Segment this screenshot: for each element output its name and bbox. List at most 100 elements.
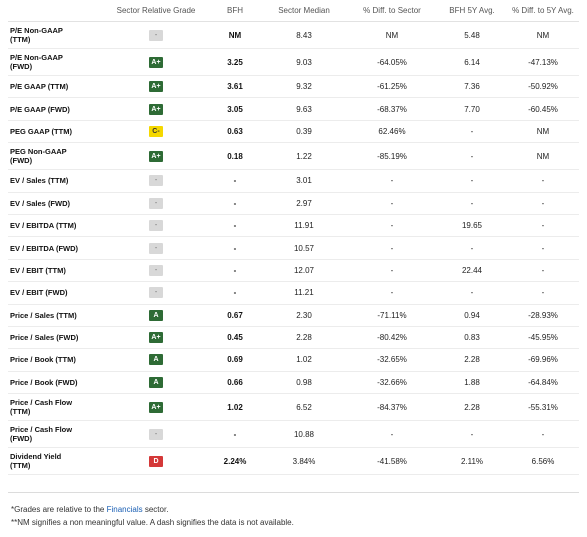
metric-label-line: Price / Cash Flow xyxy=(10,398,73,408)
metric-label-line: P/E Non-GAAP xyxy=(10,53,63,62)
header-diff-to-5y-avg[interactable]: % Diff. to 5Y Avg. xyxy=(507,0,579,22)
metric-label-line: (TTM) xyxy=(10,407,31,417)
grade-cell: - xyxy=(103,420,209,449)
bfh-5y-avg-value: - xyxy=(437,420,507,449)
grade-badge: - xyxy=(149,264,163,276)
valuation-table: Sector Relative Grade BFH Sector Median … xyxy=(8,0,579,476)
header-sector-median[interactable]: Sector Median xyxy=(261,0,347,22)
metric-label: Price / Cash Flow (FWD) xyxy=(8,420,103,449)
metric-label-line: (FWD) xyxy=(10,62,33,71)
diff-to-5y-avg-value: -45.95% xyxy=(507,326,579,350)
metric-label: P/E GAAP (FWD) xyxy=(8,97,103,121)
metric-label-line: (TTM) xyxy=(10,35,31,44)
grade-cell: A+ xyxy=(103,142,209,171)
sector-median-value: 6.52 xyxy=(261,393,347,422)
metric-label-line: (TTM) xyxy=(10,461,31,471)
bfh-value: 1.02 xyxy=(209,393,261,422)
header-diff-to-sector[interactable]: % Diff. to Sector xyxy=(347,0,437,22)
diff-to-sector-value: - xyxy=(347,281,437,305)
header-bfh[interactable]: BFH xyxy=(209,0,261,22)
grade-badge: - xyxy=(149,242,163,254)
header-metric xyxy=(8,0,103,22)
diff-to-5y-avg-value: - xyxy=(507,236,579,260)
bfh-5y-avg-value: 7.36 xyxy=(437,75,507,99)
metric-label: PEG Non-GAAP (FWD) xyxy=(8,142,103,171)
grade-badge: A+ xyxy=(149,103,163,115)
header-bfh-5y-avg[interactable]: BFH 5Y Avg. xyxy=(437,0,507,22)
diff-to-5y-avg-value: -47.13% xyxy=(507,48,579,76)
diff-to-sector-value: -32.66% xyxy=(347,371,437,395)
bfh-value: 0.63 xyxy=(209,120,261,144)
diff-to-sector-value: NM xyxy=(347,21,437,49)
table-row: PEG Non-GAAP (FWD) A+ 0.18 1.22 -85.19% - NM xyxy=(8,142,579,171)
diff-to-sector-value: - xyxy=(347,420,437,449)
metric-label-line: P/E GAAP (FWD) xyxy=(10,104,70,114)
diff-to-5y-avg-value: NM xyxy=(507,120,579,144)
diff-to-sector-value: -41.58% xyxy=(347,447,437,476)
sector-median-value: 11.91 xyxy=(261,214,347,238)
bfh-5y-avg-value: 19.65 xyxy=(437,214,507,238)
financials-sector-link[interactable]: Financials xyxy=(106,505,143,514)
footnote-grades: *Grades are relative to the Financials s… xyxy=(11,505,168,514)
bfh-5y-avg-value: 6.14 xyxy=(437,48,507,76)
metric-label: Price / Book (FWD) xyxy=(8,371,103,395)
bfh-5y-avg-value: 0.94 xyxy=(437,304,507,327)
grade-badge: - xyxy=(149,175,163,187)
grade-badge: A+ xyxy=(149,81,163,93)
diff-to-5y-avg-value: 6.56% xyxy=(507,447,579,476)
grade-badge: A+ xyxy=(149,150,163,162)
bfh-5y-avg-value: 0.83 xyxy=(437,326,507,350)
grade-badge: A xyxy=(149,309,163,321)
bfh-value: NM xyxy=(209,21,261,49)
diff-to-sector-value: - xyxy=(347,214,437,238)
diff-to-5y-avg-value: - xyxy=(507,169,579,193)
grade-cell: - xyxy=(103,259,209,283)
diff-to-sector-value: - xyxy=(347,169,437,193)
sector-median-value: 8.43 xyxy=(261,21,347,49)
diff-to-sector-value: - xyxy=(347,259,437,283)
table-row: P/E GAAP (TTM) A+ 3.61 9.32 -61.25% 7.36 -50.9… xyxy=(8,75,579,99)
sector-median-value: 11.21 xyxy=(261,281,347,305)
bfh-5y-avg-value: 2.28 xyxy=(437,393,507,422)
bfh-5y-avg-value: 1.88 xyxy=(437,371,507,395)
bfh-value: 0.66 xyxy=(209,371,261,395)
grade-badge: A xyxy=(149,354,163,366)
metric-label: EV / Sales (FWD) xyxy=(8,192,103,215)
metric-label-line: Price / Sales (FWD) xyxy=(10,333,79,343)
table-header-row: Sector Relative Grade BFH Sector Median … xyxy=(8,0,579,22)
table-row: Dividend Yield (TTM) D 2.24% 3.84% -41.58% 2.1… xyxy=(8,447,579,476)
sector-median-value: 0.39 xyxy=(261,120,347,144)
table-row: EV / EBITDA (FWD) - -10.57- - - xyxy=(8,236,579,260)
grade-badge: - xyxy=(149,29,163,41)
sector-median-value: 10.88 xyxy=(261,420,347,449)
grade-badge: - xyxy=(149,428,163,440)
grade-badge: - xyxy=(149,287,163,299)
grade-badge: A+ xyxy=(149,332,163,344)
table-row: Price / Sales (FWD) A+ 0.45 2.28 -80.42% 0.83… xyxy=(8,326,579,350)
metric-label-line: Price / Sales (TTM) xyxy=(10,310,77,320)
metric-label-line: EV / Sales (TTM) xyxy=(10,176,69,186)
bfh-value: - xyxy=(209,214,261,238)
bfh-value: 0.45 xyxy=(209,326,261,350)
bfh-5y-avg-value: 2.28 xyxy=(437,348,507,372)
diff-to-5y-avg-value: -55.31% xyxy=(507,393,579,422)
diff-to-5y-avg-value: -64.84% xyxy=(507,371,579,395)
diff-to-sector-value: -64.05% xyxy=(347,48,437,76)
bfh-value: 0.67 xyxy=(209,304,261,327)
bfh-5y-avg-value: - xyxy=(437,192,507,215)
metric-label: EV / Sales (TTM) xyxy=(8,169,103,193)
grade-cell: A+ xyxy=(103,48,209,76)
metric-label: EV / EBIT (TTM) xyxy=(8,259,103,283)
metric-label: EV / EBITDA (TTM) xyxy=(8,214,103,238)
footnote-divider xyxy=(8,492,579,493)
table-row: Price / Book (TTM) A 0.69 1.02 -32.65% 2.28 -6… xyxy=(8,348,579,372)
footnote-grades-text: *Grades are relative to the xyxy=(11,505,107,514)
diff-to-5y-avg-value: -50.92% xyxy=(507,75,579,99)
table-row: EV / Sales (TTM) - -3.01- - - xyxy=(8,169,579,193)
metric-label-line: EV / EBITDA (TTM) xyxy=(10,221,77,231)
header-sector-relative-grade[interactable]: Sector Relative Grade xyxy=(103,0,209,22)
metric-label-line: Price / Book (TTM) xyxy=(10,355,76,365)
table-row: PEG GAAP (TTM) C- 0.63 0.39 62.46% - NM xyxy=(8,120,579,144)
diff-to-sector-value: - xyxy=(347,192,437,215)
